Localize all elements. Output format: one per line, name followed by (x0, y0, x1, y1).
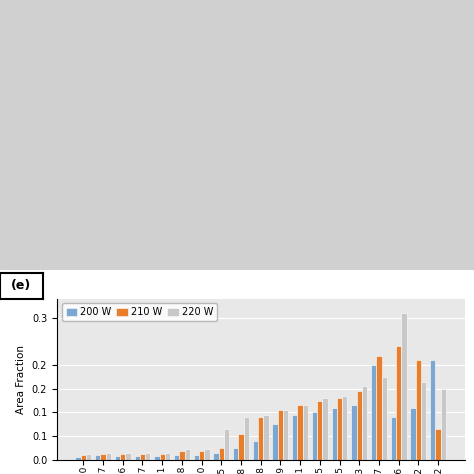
Bar (382, 377, 387, 460)
Bar (233, 448, 238, 460)
Bar (298, 405, 303, 460)
Bar (219, 448, 224, 460)
Bar (165, 453, 170, 460)
Bar (356, 391, 362, 460)
Bar (174, 455, 179, 460)
Bar (145, 453, 150, 460)
Bar (362, 386, 367, 460)
Bar (224, 429, 229, 460)
Bar (430, 360, 435, 460)
Bar (86, 454, 91, 460)
Bar (331, 408, 337, 460)
Bar (140, 454, 145, 460)
Bar (199, 451, 204, 460)
Bar (278, 410, 283, 460)
Bar (154, 456, 160, 460)
Bar (238, 434, 244, 460)
Bar (351, 405, 356, 460)
Bar (421, 382, 426, 460)
Bar (416, 360, 421, 460)
Bar (303, 405, 308, 460)
Text: (e): (e) (11, 279, 31, 292)
Bar (283, 410, 288, 460)
Bar (179, 451, 184, 460)
Bar (204, 449, 210, 460)
Bar (253, 441, 258, 460)
Bar (312, 412, 317, 460)
Bar (322, 398, 328, 460)
Bar (376, 356, 382, 460)
Bar (273, 424, 278, 460)
Bar (100, 454, 106, 460)
Bar (396, 346, 401, 460)
Bar (81, 455, 86, 460)
Bar (75, 457, 81, 460)
Bar (193, 455, 199, 460)
Bar (106, 453, 111, 460)
Bar (213, 453, 219, 460)
Bar (258, 417, 264, 460)
Bar (337, 398, 342, 460)
Bar (371, 365, 376, 460)
Bar (244, 417, 249, 460)
Bar (95, 455, 100, 460)
Bar (120, 454, 126, 460)
Bar (115, 456, 120, 460)
Bar (160, 454, 165, 460)
Bar (410, 408, 416, 460)
Bar (264, 415, 269, 460)
Bar (342, 396, 347, 460)
Bar (317, 401, 322, 460)
Bar (292, 415, 298, 460)
Bar (184, 449, 190, 460)
Y-axis label: Area Fraction: Area Fraction (16, 345, 26, 414)
Bar (126, 453, 131, 460)
Bar (135, 456, 140, 460)
Bar (441, 389, 446, 460)
Bar (391, 417, 396, 460)
Bar (401, 313, 407, 460)
Bar (435, 429, 441, 460)
Legend: 200 W, 210 W, 220 W: 200 W, 210 W, 220 W (62, 303, 217, 321)
